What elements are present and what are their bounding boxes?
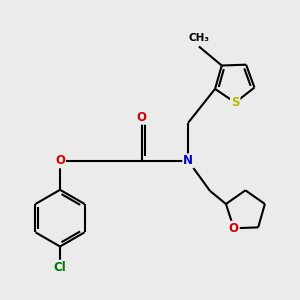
Text: O: O [137,111,147,124]
Text: O: O [229,222,239,235]
Text: Cl: Cl [54,261,66,274]
Text: CH₃: CH₃ [188,33,209,43]
Text: N: N [183,154,193,167]
Text: S: S [231,96,239,109]
Text: O: O [55,154,65,167]
